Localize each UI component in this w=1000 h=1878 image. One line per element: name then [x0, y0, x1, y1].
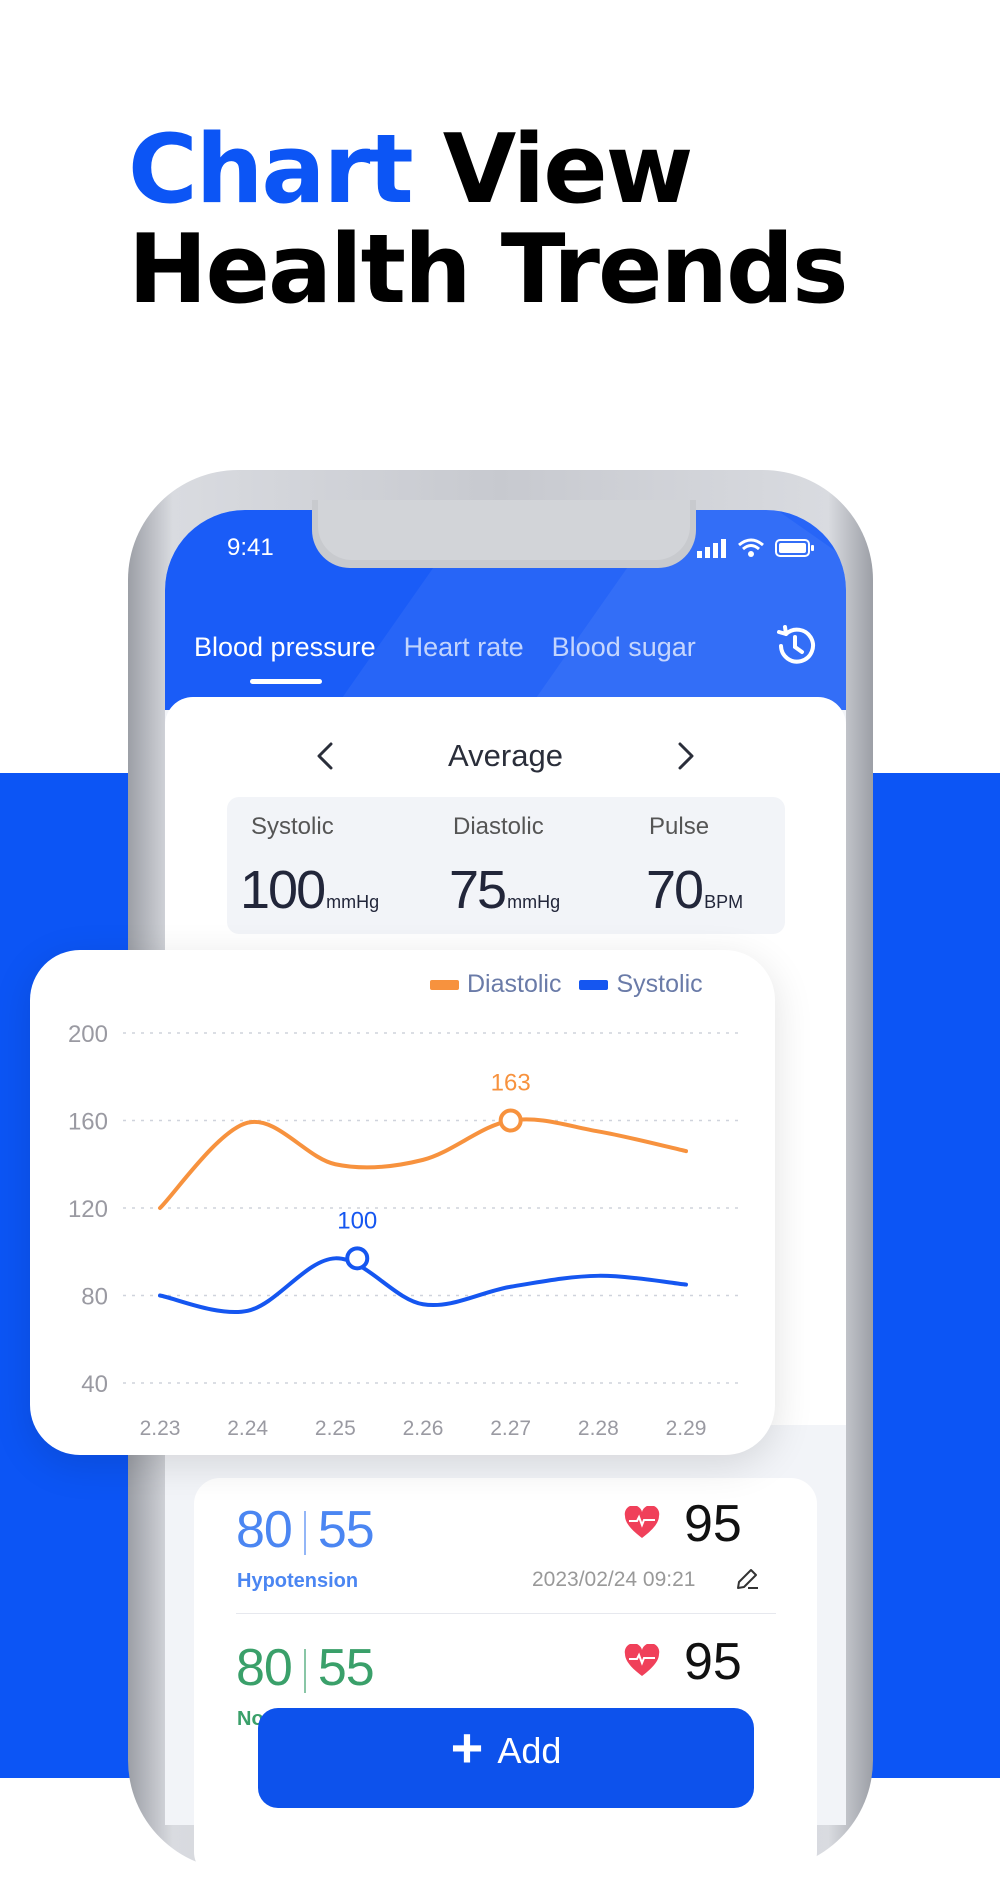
- add-button-label: Add: [497, 1730, 562, 1771]
- period-title: Average: [448, 738, 563, 773]
- record-category: Hypotension: [237, 1570, 359, 1592]
- chart-legend: Diastolic Systolic: [430, 970, 703, 999]
- legend-item-systolic: Systolic: [579, 970, 703, 999]
- legend-label: Systolic: [616, 970, 703, 998]
- stat-label-diastolic: Diastolic: [453, 813, 544, 840]
- x-tick-label: 2.27: [490, 1417, 531, 1440]
- x-tick-label: 2.28: [578, 1417, 619, 1440]
- headline-line2: Health Trends: [128, 215, 849, 325]
- y-tick-label: 200: [68, 1021, 108, 1048]
- heart-icon: [624, 1506, 660, 1538]
- x-tick-label: 2.24: [227, 1417, 268, 1440]
- status-icons: [697, 538, 815, 558]
- battery-icon: [775, 539, 814, 557]
- stats-box: Systolic Diastolic Pulse 100 mmHg 75 mmHg …: [227, 797, 785, 934]
- y-tick-label: 120: [68, 1196, 108, 1223]
- highlight-point-diastolic: [498, 1108, 523, 1133]
- tab-heart-rate[interactable]: Heart rate: [403, 632, 524, 662]
- chevron-left-icon[interactable]: [307, 736, 347, 776]
- stat-diastolic: 75 mmHg: [449, 860, 561, 920]
- stat-label-systolic: Systolic: [251, 813, 334, 840]
- stat-systolic: 100 mmHg: [240, 860, 380, 920]
- data-label-systolic: 100: [337, 1207, 377, 1234]
- list-item[interactable]: 80 55 No 95: [194, 1616, 817, 1752]
- phone-notch-inner: [318, 500, 690, 560]
- headline: Chart View Health Trends: [128, 120, 849, 325]
- history-icon[interactable]: [773, 624, 817, 668]
- record-bp: 80 55: [236, 1639, 375, 1697]
- tab-bar: Blood pressure Heart rate Blood sugar: [194, 632, 696, 663]
- status-time: 9:41: [227, 534, 274, 561]
- x-tick-label: 2.25: [315, 1417, 356, 1440]
- series-line-systolic: [158, 1256, 688, 1314]
- chevron-right-icon[interactable]: [664, 736, 704, 776]
- record-pulse: 95: [684, 1633, 742, 1691]
- wifi-icon: [738, 538, 764, 557]
- stat-label-pulse: Pulse: [649, 813, 710, 840]
- signal-icon: [697, 539, 726, 558]
- x-tick-label: 2.26: [403, 1417, 444, 1440]
- legend-label: Diastolic: [467, 970, 562, 998]
- record-pulse: 95: [684, 1495, 742, 1553]
- heart-icon: [624, 1644, 660, 1676]
- x-tick-label: 2.23: [140, 1417, 181, 1440]
- headline-accent: Chart: [128, 115, 414, 225]
- add-button[interactable]: + Add: [258, 1708, 754, 1808]
- chart-card: Diastolic Systolic 200 160 120 80 40 2.23 2.24…: [30, 950, 775, 1455]
- trend-chart: 200 160 120 80 40 2.23 2.24 2.25 2.26 2.27 2.28 2.2…: [68, 1021, 740, 1440]
- y-tick-label: 80: [81, 1284, 108, 1311]
- legend-item-diastolic: Diastolic: [430, 970, 561, 999]
- edit-icon[interactable]: [734, 1566, 760, 1592]
- y-tick-label: 160: [68, 1109, 108, 1136]
- record-bp: 80 55: [236, 1501, 375, 1559]
- legend-swatch: [430, 979, 459, 990]
- plus-icon: +: [450, 1716, 484, 1779]
- active-tab-indicator: [250, 679, 322, 684]
- record-category: No: [237, 1708, 264, 1730]
- records-list: 80 55 Hypotension 95 2023/02/24 09:21 80 5…: [194, 1478, 817, 1878]
- period-navigator: Average: [165, 728, 846, 784]
- stat-pulse: 70 BPM: [646, 860, 744, 920]
- tab-blood-sugar[interactable]: Blood sugar: [551, 632, 696, 662]
- list-item[interactable]: 80 55 Hypotension 95 2023/02/24 09:21: [194, 1478, 817, 1614]
- record-datetime: 2023/02/24 09:21: [532, 1568, 696, 1591]
- data-label-diastolic: 163: [491, 1070, 531, 1097]
- headline-line1: View: [411, 115, 694, 225]
- y-tick-label: 40: [81, 1371, 108, 1398]
- x-tick-label: 2.29: [666, 1417, 707, 1440]
- series-line-diastolic: [158, 1117, 688, 1210]
- record-divider: [236, 1613, 776, 1614]
- legend-swatch: [579, 979, 609, 990]
- tab-blood-pressure[interactable]: Blood pressure: [194, 632, 376, 662]
- highlight-point-systolic: [345, 1246, 370, 1271]
